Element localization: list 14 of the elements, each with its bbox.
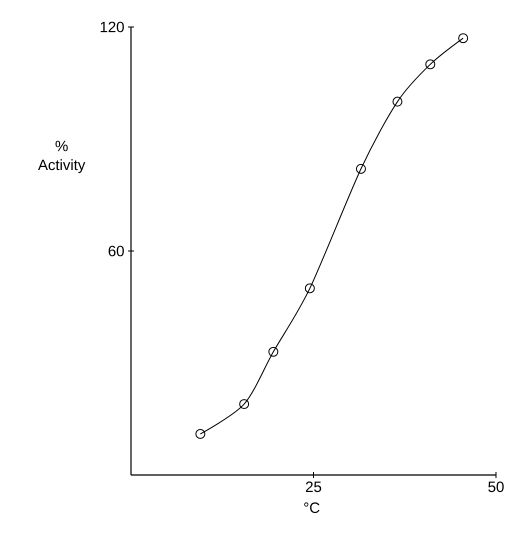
x-axis-title: °C [304, 502, 320, 514]
point [268, 346, 278, 357]
point [392, 96, 402, 107]
point [356, 164, 366, 174]
y-tick-label: 120 [100, 22, 124, 32]
point [425, 59, 436, 70]
x-tick-label: 50 [488, 482, 504, 492]
point [304, 283, 315, 294]
y-tick-label: 60 [108, 246, 124, 256]
point [458, 33, 468, 44]
y-axis-title: % Activity [38, 140, 86, 174]
point [195, 428, 206, 439]
point [239, 399, 250, 410]
x-tick-label: 25 [306, 482, 322, 492]
